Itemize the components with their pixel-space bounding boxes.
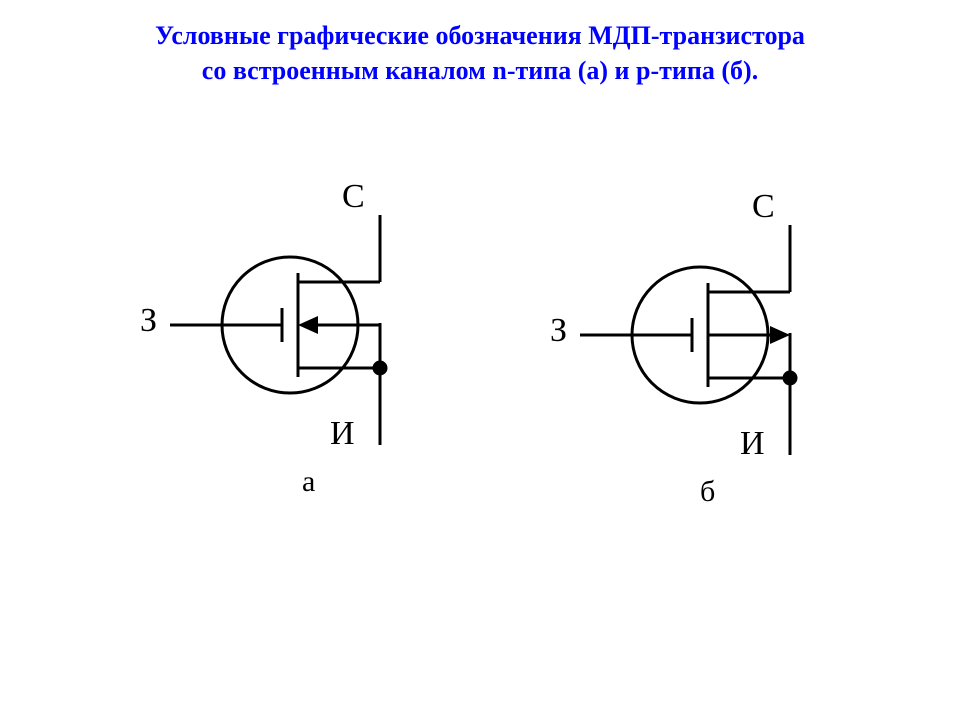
title-line2: со встроенным каналом n-типа (а) и р-тип… (40, 53, 920, 88)
label-gate-a: З (140, 302, 157, 340)
diagram-container: С З И а С З И б (0, 140, 960, 560)
page-title: Условные графические обозначения МДП-тра… (0, 0, 960, 88)
caption-a: а (302, 465, 315, 499)
junction-dot (374, 362, 386, 374)
label-source-b: И (740, 425, 765, 463)
bulk-arrow-in (298, 316, 318, 334)
caption-b: б (700, 475, 715, 509)
bulk-arrow-out (770, 326, 790, 344)
junction-dot (784, 372, 796, 384)
mosfet-symbol-a (110, 160, 470, 520)
title-line1: Условные графические обозначения МДП-тра… (40, 18, 920, 53)
label-source-a: И (330, 415, 355, 453)
label-drain-b: С (752, 188, 775, 226)
label-gate-b: З (550, 312, 567, 350)
label-drain-a: С (342, 178, 365, 216)
diagram-a-ntype: С З И а (110, 160, 470, 520)
diagram-b-ptype: С З И б (520, 170, 880, 530)
